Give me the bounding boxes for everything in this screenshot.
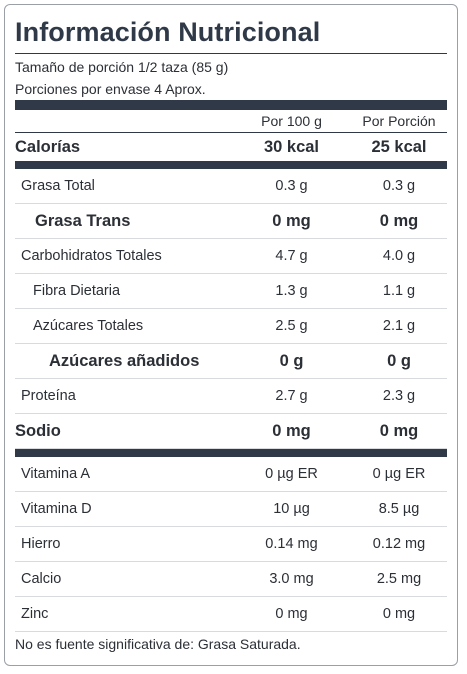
vitamin-label: Vitamina D [15,491,232,527]
nutrient-per100: 4.7 g [232,238,351,274]
nutrient-label: Azúcares Totales [15,308,232,344]
title-rule [15,53,447,54]
mineral-per-serving: 0 mg [351,596,447,632]
nutrient-per100: 0 g [232,343,351,379]
vitamin-per-serving: 0 µg ER [351,457,447,492]
nutrient-row-total-fat: Grasa Total 0.3 g 0.3 g [15,169,447,204]
mineral-label: Zinc [15,596,232,632]
nutrient-per100: 0.3 g [232,169,351,204]
nutrient-row-trans-fat: Grasa Trans 0 mg 0 mg [15,203,447,239]
nutrient-label: Azúcares añadidos [15,343,232,379]
nutrient-label: Grasa Total [15,169,232,204]
nutrient-row-carbohydrates: Carbohidratos Totales 4.7 g 4.0 g [15,238,447,274]
column-header-row: Por 100 g Por Porción [15,110,447,133]
nutrient-row-protein: Proteína 2.7 g 2.3 g [15,378,447,414]
nutrient-label: Proteína [15,378,232,414]
nutrient-label: Grasa Trans [15,203,232,239]
nutrition-table: Por 100 g Por Porción Calorías 30 kcal 2… [15,110,447,161]
column-header-per100: Por 100 g [232,110,351,133]
mineral-label: Calcio [15,561,232,597]
calories-per-serving: 25 kcal [371,137,427,156]
nutrient-label: Carbohidratos Totales [15,238,232,274]
mineral-per100: 3.0 mg [232,561,351,597]
header-spacer [15,110,232,133]
footer-note: No es fuente significativa de: Grasa Sat… [15,636,301,652]
nutrition-facts-panel: Información Nutricional Tamaño de porció… [4,4,458,666]
nutrient-row-fiber: Fibra Dietaria 1.3 g 1.1 g [15,273,447,309]
calories-per100: 30 kcal [263,137,320,156]
mineral-per-serving: 2.5 mg [351,561,447,597]
nutrient-label: Sodio [15,413,232,449]
nutrient-per100: 0 mg [232,413,351,449]
nutrient-per-serving: 2.3 g [351,378,447,414]
nutrients-table: Grasa Total 0.3 g 0.3 g Grasa Trans 0 mg… [15,169,447,449]
nutrient-per-serving: 2.1 g [351,308,447,344]
mineral-row-iron: Hierro 0.14 mg 0.12 mg [15,526,447,562]
nutrient-per-serving: 1.1 g [351,273,447,309]
nutrient-per-serving: 0.3 g [351,169,447,204]
vitamin-row-a: Vitamina A 0 µg ER 0 µg ER [15,457,447,492]
nutrient-per-serving: 0 mg [351,413,447,449]
vitamin-per100: 0 µg ER [232,457,351,492]
mineral-row-calcium: Calcio 3.0 mg 2.5 mg [15,561,447,597]
nutrient-per100: 2.5 g [232,308,351,344]
nutrient-per-serving: 0 g [351,343,447,379]
nutrient-per100: 0 mg [232,203,351,239]
servings-per-container: Porciones por envase 4 Aprox. [15,81,206,97]
nutrient-per-serving: 0 mg [351,203,447,239]
mineral-per-serving: 0.12 mg [351,526,447,562]
calories-row: Calorías 30 kcal 25 kcal [15,133,447,162]
nutrient-row-total-sugars: Azúcares Totales 2.5 g 2.1 g [15,308,447,344]
nutrient-per-serving: 4.0 g [351,238,447,274]
nutrient-row-added-sugars: Azúcares añadidos 0 g 0 g [15,343,447,379]
nutrient-per100: 1.3 g [232,273,351,309]
vitamins-divider-bar [15,449,447,457]
mineral-per100: 0.14 mg [232,526,351,562]
vitamin-per100: 10 µg [232,491,351,527]
mineral-label: Hierro [15,526,232,562]
mineral-per100: 0 mg [232,596,351,632]
mineral-row-zinc: Zinc 0 mg 0 mg [15,596,447,632]
column-header-per-serving: Por Porción [351,110,447,133]
vitamin-per-serving: 8.5 µg [351,491,447,527]
calories-label: Calorías [15,137,81,156]
serving-size: Tamaño de porción 1/2 taza (85 g) [15,59,229,75]
vitamin-row-d: Vitamina D 10 µg 8.5 µg [15,491,447,527]
calories-divider-bar [15,161,447,169]
nutrient-row-sodium: Sodio 0 mg 0 mg [15,413,447,449]
panel-title: Información Nutricional [15,17,321,47]
vitamin-label: Vitamina A [15,457,232,492]
vitamins-table: Vitamina A 0 µg ER 0 µg ER Vitamina D 10… [15,457,447,632]
nutrient-per100: 2.7 g [232,378,351,414]
nutrient-label: Fibra Dietaria [15,273,232,309]
top-divider-bar [15,100,447,110]
